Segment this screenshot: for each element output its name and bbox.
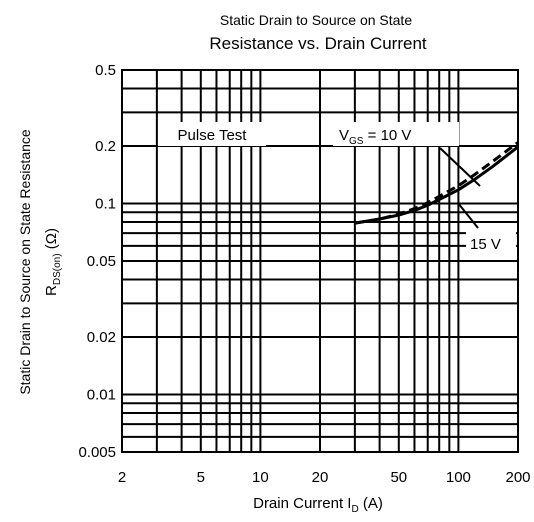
y-tick-label: 0.01	[87, 387, 116, 404]
series-layer	[354, 141, 519, 225]
y-axis-label-2: RDS(on) (Ω)	[43, 228, 63, 296]
y-tick-labels: 0.005 0.01 0.02 0.05 0.1 0.2 0.5	[78, 62, 116, 461]
pulse-test-label: Pulse Test	[178, 127, 248, 144]
series-line-2	[354, 145, 519, 225]
x-tick-label: 10	[252, 469, 269, 486]
y-tick-label: 0.005	[78, 444, 116, 461]
x-tick-label: 100	[446, 469, 471, 486]
x-tick-label: 50	[390, 469, 407, 486]
y-tick-label: 0.02	[87, 329, 116, 346]
v15-label: 15 V	[470, 236, 501, 253]
vgs-label: VGS = 10 V	[339, 127, 411, 147]
y-axis-label: Static Drain to Source on State Resistan…	[17, 129, 33, 395]
v15-label-bg	[466, 232, 516, 254]
chart-subtitle: Resistance vs. Drain Current	[209, 34, 427, 53]
v15-leader-line	[457, 202, 479, 229]
x-tick-labels: 2 5 10 20 50 100 200	[118, 469, 531, 486]
pulse-test-label-bg	[158, 122, 266, 146]
y-tick-label: 0.1	[95, 196, 116, 213]
x-tick-label: 2	[118, 469, 126, 486]
chart-title: Static Drain to Source on State	[220, 12, 412, 28]
vgs-label-bg	[333, 122, 459, 146]
x-tick-label: 5	[197, 469, 205, 486]
y-tick-label: 0.05	[87, 253, 116, 270]
x-tick-label: 200	[505, 469, 530, 486]
y-tick-label: 0.2	[95, 138, 116, 155]
x-axis-label: Drain Current ID (A)	[253, 495, 383, 515]
vgs-leader-line	[439, 147, 481, 187]
x-tick-label: 20	[312, 469, 329, 486]
plot-frame	[121, 69, 519, 453]
y-tick-label: 0.5	[95, 62, 116, 79]
